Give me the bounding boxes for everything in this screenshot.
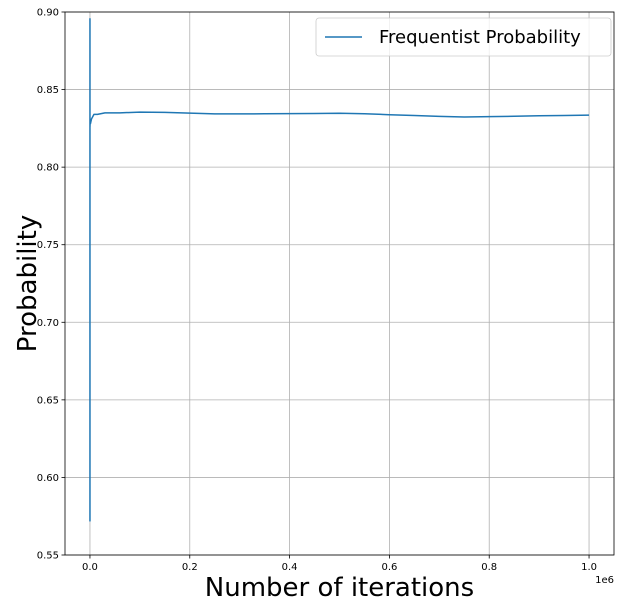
x-tick-label: 0.4 [282, 562, 298, 573]
x-tick-label: 0.8 [481, 562, 497, 573]
x-tick-label: 0.0 [82, 562, 98, 573]
series-line-0 [89, 18, 590, 522]
tick-layer: 0.0 0.2 0.4 0.6 0.8 1.0 0.55 0.60 0.65 0.70 0.75 0.… [37, 8, 597, 574]
x-tick-label: 1.0 [581, 562, 597, 573]
y-tick-label: 0.90 [37, 8, 59, 19]
legend-box [315, 17, 612, 57]
y-tick-label: 0.75 [37, 240, 59, 251]
x-axis-title: Number of iterations [205, 573, 474, 603]
x-tick-label: 0.6 [381, 562, 397, 573]
x-tick-label: 0.2 [182, 562, 198, 573]
y-tick-label: 0.80 [37, 163, 59, 174]
y-tick-label: 0.65 [37, 395, 59, 406]
series-layer [89, 18, 590, 522]
legend: Frequentist Probability [315, 17, 612, 57]
y-tick-label: 0.70 [37, 318, 59, 329]
y-tick-label: 0.85 [37, 85, 59, 96]
legend-entry-label: Frequentist Probability [379, 27, 581, 48]
grid-layer [65, 11, 614, 556]
y-tick-label: 0.60 [37, 473, 59, 484]
y-axis-title: Probability [13, 215, 43, 352]
plot-frame [64, 11, 615, 556]
y-tick-label: 0.55 [37, 551, 59, 562]
x-offset-label: 1e6 [595, 575, 614, 586]
